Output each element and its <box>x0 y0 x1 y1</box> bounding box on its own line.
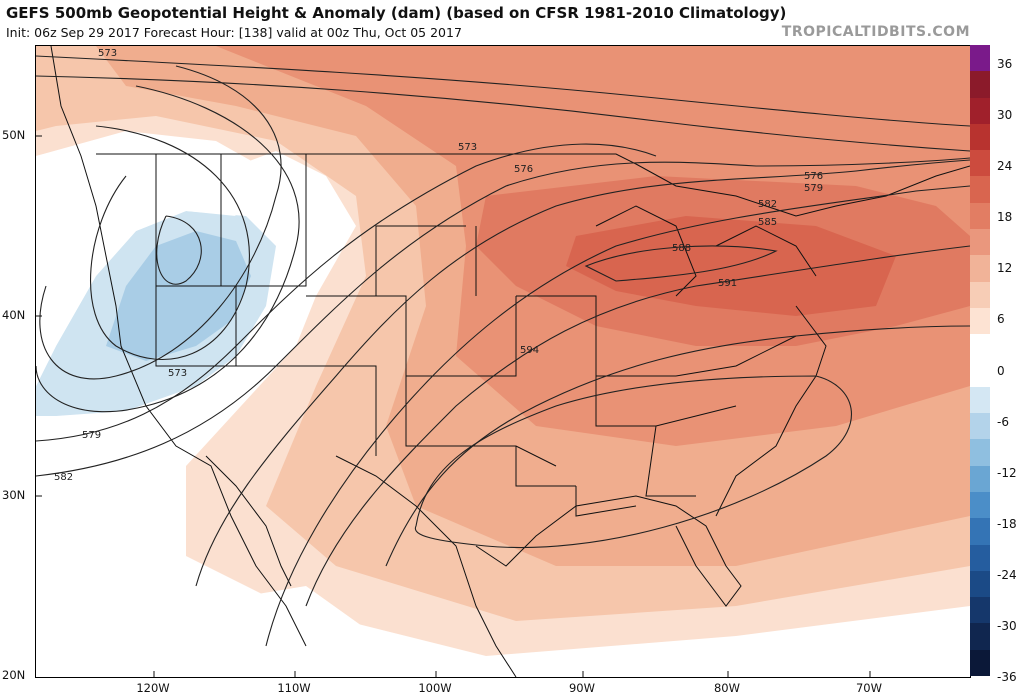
contour-label: 588 <box>672 243 691 254</box>
map-subtitle: Init: 06z Sep 29 2017 Forecast Hour: [13… <box>6 25 462 40</box>
map-title: GEFS 500mb Geopotential Height & Anomaly… <box>6 4 787 22</box>
colorbar-label: 30 <box>997 108 1013 123</box>
colorbar-segment <box>970 439 990 467</box>
colorbar-label: -12 <box>997 465 1017 480</box>
contour-label: 585 <box>758 217 777 228</box>
colorbar-segment <box>970 255 990 283</box>
colorbar-segment <box>970 491 990 519</box>
colorbar-segment <box>970 150 990 177</box>
colorbar-label: 0 <box>997 363 1005 378</box>
colorbar-segment <box>970 176 990 204</box>
credit-text: TROPICALTIDBITS.COM <box>781 24 970 40</box>
colorbar-segment <box>970 465 990 493</box>
colorbar <box>970 45 990 677</box>
contour-label: 573 <box>98 48 117 59</box>
colorbar-segment <box>970 413 990 440</box>
contour-label: 591 <box>718 278 737 289</box>
contour-labels: 573 573 573 576 576 579 579 582 582 585 … <box>54 48 823 483</box>
colorbar-segment <box>970 623 990 651</box>
height-anomaly-map: 573 573 573 576 576 579 579 582 582 585 … <box>36 46 970 677</box>
height-contours <box>36 55 970 647</box>
lon-label: 70W <box>855 681 883 695</box>
colorbar-label: 24 <box>997 159 1013 174</box>
lat-label: 40N <box>2 308 26 322</box>
colorbar-label: -24 <box>997 567 1017 582</box>
map-panel: 573 573 573 576 576 579 579 582 582 585 … <box>35 45 971 678</box>
lat-label: 50N <box>2 128 26 142</box>
colorbar-segment <box>970 649 990 677</box>
colorbar-segment <box>970 360 990 388</box>
colorbar-segment <box>970 123 990 151</box>
colorbar-segment <box>970 281 990 309</box>
colorbar-label: 18 <box>997 210 1013 225</box>
colorbar-segment <box>970 570 990 598</box>
colorbar-segment <box>970 45 990 72</box>
geographic-boundaries <box>50 46 970 677</box>
colorbar-segment <box>970 597 990 624</box>
contour-label: 576 <box>804 171 823 182</box>
lat-label: 30N <box>2 488 26 502</box>
lon-label: 100W <box>418 681 452 695</box>
colorbar-segment <box>970 544 990 572</box>
colorbar-segment <box>970 518 990 546</box>
contour-label: 594 <box>520 345 539 356</box>
colorbar-segment <box>970 71 990 99</box>
colorbar-segment <box>970 386 990 414</box>
contour-label: 573 <box>458 142 477 153</box>
colorbar-label: 36 <box>997 57 1013 71</box>
contour-label: 582 <box>54 472 73 483</box>
colorbar-label: -18 <box>997 516 1017 531</box>
contour-label: 582 <box>758 199 777 210</box>
graticule-ticks <box>36 135 871 677</box>
contour-label: 573 <box>168 368 187 379</box>
contour-label: 579 <box>804 183 823 194</box>
contour-label: 579 <box>82 430 101 441</box>
lon-label: 90W <box>568 681 596 695</box>
colorbar-label: 6 <box>997 312 1005 327</box>
colorbar-label: -36 <box>997 670 1017 685</box>
lon-label: 110W <box>277 681 311 695</box>
contour-label: 576 <box>514 164 533 175</box>
colorbar-segment <box>970 229 990 256</box>
colorbar-segment <box>970 334 990 361</box>
colorbar-label: -30 <box>997 619 1017 634</box>
anomaly-shading <box>36 46 970 677</box>
lat-label: 20N <box>2 668 26 682</box>
lon-label: 80W <box>713 681 741 695</box>
colorbar-segment <box>970 97 990 125</box>
colorbar-segment <box>970 307 990 335</box>
lon-label: 120W <box>136 681 170 695</box>
colorbar-label: 12 <box>997 261 1013 276</box>
colorbar-label: -6 <box>997 414 1009 429</box>
colorbar-segment <box>970 202 990 230</box>
